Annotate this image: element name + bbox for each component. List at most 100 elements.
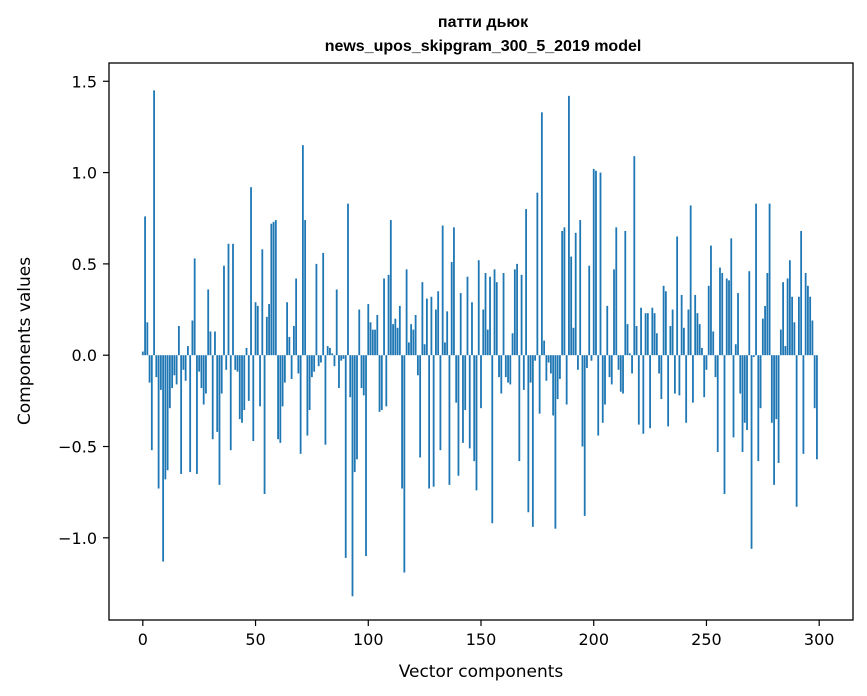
bar bbox=[175, 355, 178, 385]
bar bbox=[353, 355, 356, 473]
bar bbox=[261, 249, 264, 356]
bar bbox=[689, 205, 692, 356]
bar bbox=[234, 355, 237, 370]
bar bbox=[809, 296, 812, 356]
bar bbox=[207, 289, 210, 356]
bar bbox=[468, 355, 471, 449]
bar bbox=[628, 353, 631, 356]
bar bbox=[450, 262, 453, 356]
bar bbox=[536, 192, 539, 356]
bar bbox=[157, 355, 160, 489]
bar bbox=[349, 355, 352, 398]
bar bbox=[761, 318, 764, 356]
bar bbox=[743, 355, 746, 423]
bar bbox=[568, 95, 570, 356]
bar bbox=[225, 355, 228, 370]
bar bbox=[509, 355, 512, 385]
bar bbox=[538, 355, 541, 414]
x-tick-label: 250 bbox=[691, 630, 722, 649]
bar bbox=[218, 355, 221, 485]
bar bbox=[344, 355, 347, 558]
bar bbox=[477, 260, 480, 356]
bar bbox=[498, 355, 500, 378]
bar bbox=[383, 278, 385, 356]
bar bbox=[200, 355, 203, 389]
bar bbox=[559, 355, 561, 379]
bar bbox=[263, 355, 266, 494]
x-tick-label: 0 bbox=[138, 630, 148, 649]
bar bbox=[489, 276, 491, 356]
bar bbox=[283, 355, 286, 383]
bar bbox=[577, 355, 579, 370]
bar bbox=[274, 220, 277, 356]
bar bbox=[777, 355, 780, 463]
bar bbox=[525, 209, 527, 356]
bar bbox=[597, 355, 600, 436]
bar bbox=[396, 327, 399, 356]
bar bbox=[698, 324, 701, 356]
bar bbox=[243, 355, 246, 410]
bar bbox=[800, 231, 803, 356]
bar bbox=[563, 227, 566, 356]
bar bbox=[205, 355, 207, 394]
x-tick-label: 50 bbox=[245, 630, 265, 649]
bar bbox=[534, 355, 537, 361]
bar bbox=[750, 355, 753, 549]
bar bbox=[453, 227, 455, 356]
bar bbox=[646, 313, 649, 356]
bar bbox=[784, 346, 787, 356]
bar bbox=[254, 302, 257, 356]
bar bbox=[389, 220, 392, 356]
bar bbox=[211, 355, 214, 440]
bar bbox=[730, 238, 733, 356]
bar bbox=[466, 276, 469, 356]
bar bbox=[168, 355, 171, 409]
bar bbox=[651, 307, 654, 356]
bar bbox=[723, 355, 726, 494]
y-tick-label: 1.0 bbox=[72, 164, 97, 183]
bar bbox=[719, 267, 721, 356]
bar bbox=[653, 313, 656, 356]
bar bbox=[703, 355, 706, 398]
bar bbox=[171, 355, 174, 389]
bar bbox=[676, 236, 679, 356]
bar bbox=[527, 355, 530, 513]
bar bbox=[782, 282, 785, 356]
bar bbox=[640, 307, 642, 356]
bar bbox=[148, 355, 151, 383]
bar bbox=[802, 355, 805, 454]
bar bbox=[664, 291, 667, 356]
bar bbox=[416, 355, 419, 376]
bar bbox=[153, 90, 155, 356]
bar bbox=[520, 274, 523, 356]
bar bbox=[324, 355, 327, 445]
bar bbox=[259, 355, 261, 407]
x-tick-label: 150 bbox=[466, 630, 497, 649]
bar bbox=[622, 355, 624, 394]
bar bbox=[737, 293, 739, 356]
bar bbox=[590, 355, 593, 361]
bar bbox=[669, 325, 672, 356]
bar bbox=[320, 355, 322, 363]
bar bbox=[308, 355, 311, 410]
bar bbox=[311, 355, 313, 378]
bar bbox=[290, 355, 293, 379]
bar bbox=[816, 355, 818, 460]
bar bbox=[265, 316, 268, 356]
bar bbox=[435, 309, 437, 356]
bar bbox=[286, 302, 289, 356]
bar bbox=[811, 320, 814, 356]
bar bbox=[608, 355, 611, 378]
bar bbox=[755, 203, 757, 356]
bar bbox=[795, 355, 798, 507]
bar bbox=[522, 355, 525, 390]
bar bbox=[617, 355, 620, 370]
bar bbox=[804, 273, 807, 356]
bar bbox=[554, 355, 557, 529]
bar bbox=[410, 324, 413, 356]
bar bbox=[394, 318, 397, 356]
bar bbox=[599, 172, 602, 356]
bar bbox=[351, 355, 354, 597]
y-axis-label: Components values bbox=[15, 257, 35, 425]
